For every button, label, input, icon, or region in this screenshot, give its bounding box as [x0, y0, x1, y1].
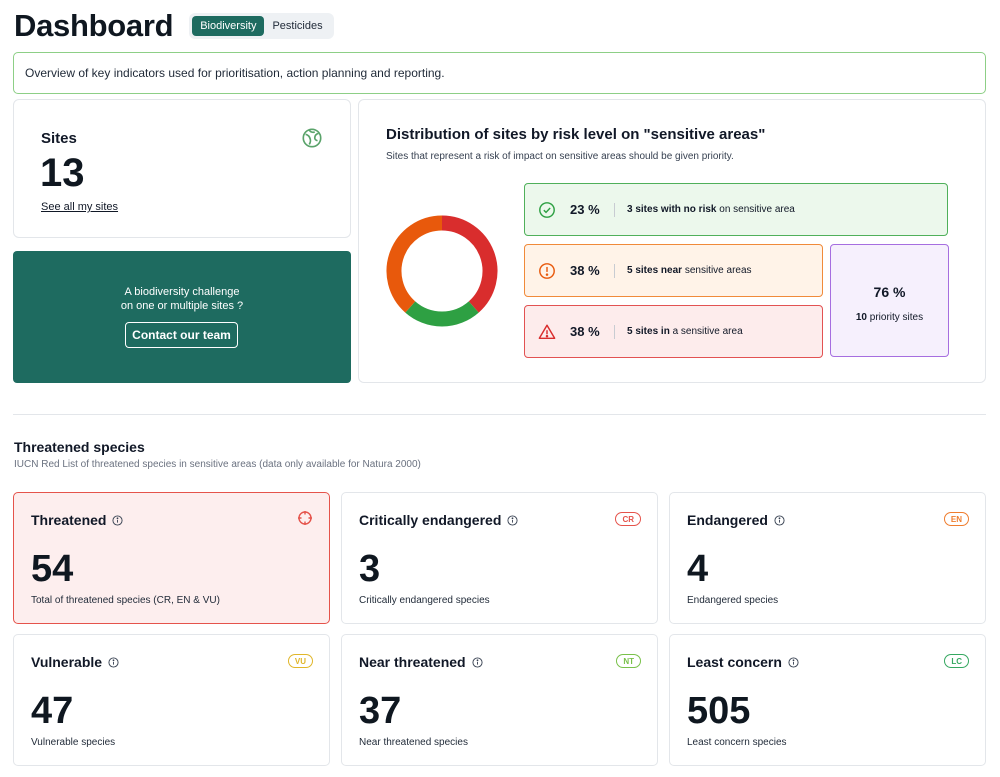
species-card-title: Near threatened [359, 654, 483, 670]
near-percent: 38 % [570, 263, 600, 278]
species-card-critically-endangered: Critically endangered CR 3 Critically en… [341, 492, 658, 624]
risk-near-box: 38 % 5 sites near sensitive areas [524, 244, 823, 297]
section-divider [13, 414, 986, 415]
contact-line-2: on one or multiple sites ? [120, 300, 244, 312]
tab-group: Biodiversity Pesticides [189, 13, 334, 39]
status-badge: CR [615, 512, 641, 526]
threatened-species-title: Threatened species [14, 439, 145, 455]
status-badge: NT [616, 654, 641, 668]
species-count: 4 [687, 548, 709, 590]
species-description: Least concern species [687, 737, 787, 748]
separator [614, 324, 615, 339]
species-card-threatened: Threatened 54 Total of threatened specie… [13, 492, 330, 624]
species-card-title: Least concern [687, 654, 799, 670]
check-circle-icon [539, 201, 555, 218]
species-count: 47 [31, 690, 74, 732]
status-badge: VU [287, 654, 313, 668]
risk-no-risk-box: 23 % 3 sites with no risk on sensitive a… [524, 183, 948, 236]
species-card-title: Endangered [687, 512, 785, 528]
priority-percent: 76 % [873, 284, 906, 300]
info-icon[interactable] [108, 656, 119, 668]
distribution-title: Distribution of sites by risk level on "… [386, 126, 766, 143]
species-description: Near threatened species [359, 737, 468, 748]
info-icon[interactable] [774, 514, 785, 526]
contact-text: A biodiversity challenge on one or multi… [13, 285, 351, 313]
info-icon[interactable] [788, 656, 799, 668]
exclamation-circle-icon [539, 262, 555, 279]
warning-triangle-icon [538, 324, 556, 339]
priority-label: 10 priority sites [855, 312, 924, 323]
species-description: Total of threatened species (CR, EN & VU… [31, 595, 220, 606]
page-title: Dashboard [14, 8, 174, 43]
priority-box: 76 % 10 priority sites [830, 244, 949, 357]
donut-slice-near [386, 215, 443, 313]
species-description: Endangered species [687, 595, 779, 606]
species-card-near-threatened: Near threatened NT 37 Near threatened sp… [341, 634, 658, 766]
risk-donut-chart [386, 215, 498, 327]
contact-line-1: A biodiversity challenge [124, 286, 240, 298]
risk-in-box: 38 % 5 sites in a sensitive area [524, 305, 823, 358]
species-card-title: Vulnerable [31, 654, 119, 670]
species-count: 54 [31, 548, 74, 590]
contact-card: A biodiversity challenge on one or multi… [13, 251, 351, 383]
species-card-least-concern: Least concern LC 505 Least concern speci… [669, 634, 986, 766]
tab-pesticides[interactable]: Pesticides [272, 20, 323, 32]
overview-banner: Overview of key indicators used for prio… [13, 52, 986, 94]
globe-icon [302, 128, 322, 148]
species-description: Critically endangered species [359, 595, 490, 606]
distribution-card: Distribution of sites by risk level on "… [358, 99, 986, 383]
info-icon[interactable] [507, 514, 518, 526]
donut-slice-no-risk [405, 301, 479, 327]
separator [614, 263, 615, 278]
near-label: 5 sites near sensitive areas [627, 265, 752, 276]
in-percent: 38 % [570, 324, 600, 339]
header: Dashboard Biodiversity Pesticides [14, 6, 334, 46]
status-badge: EN [943, 512, 969, 526]
target-icon [298, 511, 312, 525]
distribution-subtitle: Sites that represent a risk of impact on… [386, 151, 734, 162]
see-all-sites-link[interactable]: See all my sites [41, 201, 119, 213]
species-card-endangered: Endangered EN 4 Endangered species [669, 492, 986, 624]
donut-slice-in [441, 215, 498, 313]
contact-team-button[interactable]: Contact our team [125, 322, 238, 348]
species-count: 3 [359, 548, 381, 590]
status-badge: LC [944, 654, 969, 668]
species-count: 37 [359, 690, 402, 732]
tab-biodiversity[interactable]: Biodiversity [192, 16, 265, 36]
threatened-species-subtitle: IUCN Red List of threatened species in s… [14, 459, 421, 470]
info-icon[interactable] [112, 514, 124, 526]
sites-card: Sites 13 See all my sites [13, 99, 351, 238]
sites-title: Sites [41, 130, 77, 147]
species-description: Vulnerable species [31, 737, 116, 748]
species-card-title: Threatened [31, 512, 124, 528]
sites-count: 13 [40, 151, 85, 195]
species-card-vulnerable: Vulnerable VU 47 Vulnerable species [13, 634, 330, 766]
species-count: 505 [687, 690, 751, 732]
species-card-title: Critically endangered [359, 512, 518, 528]
in-label: 5 sites in a sensitive area [627, 326, 743, 337]
separator [614, 202, 615, 217]
no-risk-label: 3 sites with no risk on sensitive area [627, 204, 795, 215]
info-icon[interactable] [472, 656, 483, 668]
no-risk-percent: 23 % [570, 202, 600, 217]
